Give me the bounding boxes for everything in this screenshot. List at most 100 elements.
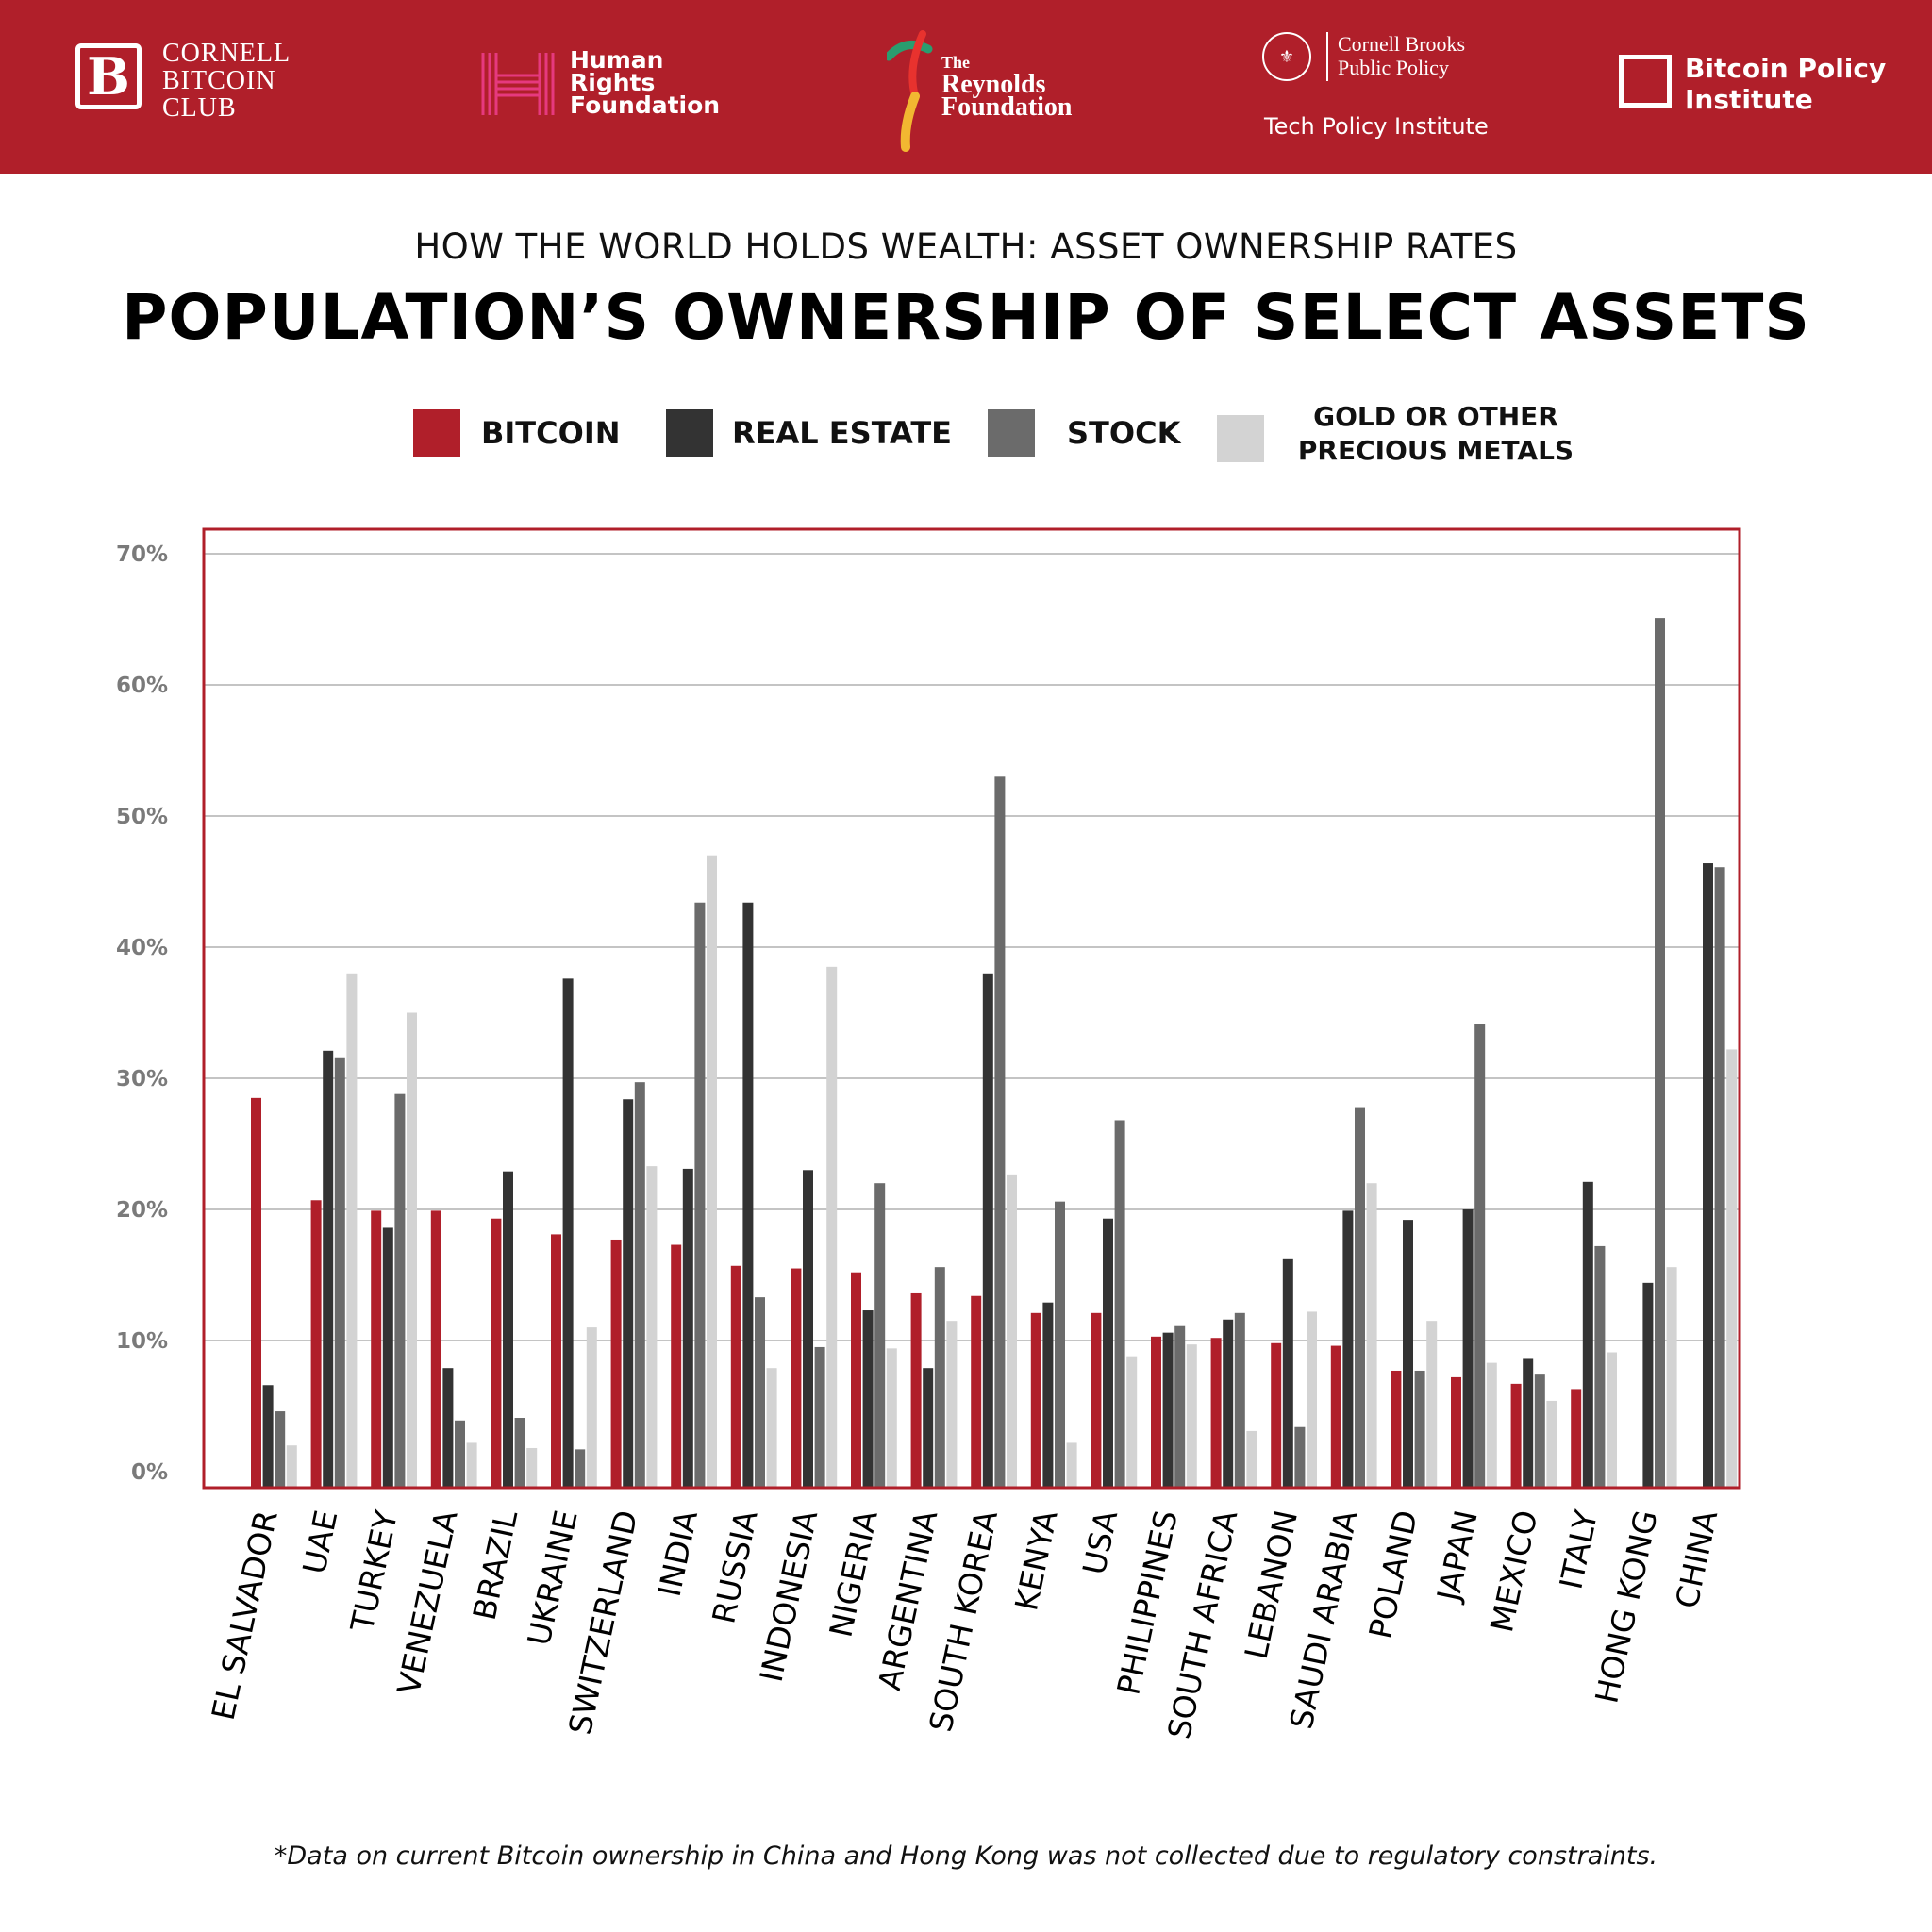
legend-swatch-real-estate	[666, 409, 713, 457]
bar	[394, 1093, 406, 1488]
bar	[1510, 1383, 1522, 1488]
bar	[1162, 1332, 1174, 1488]
bar	[1486, 1362, 1497, 1488]
bar	[323, 1050, 334, 1488]
bar	[730, 1265, 741, 1488]
bar	[1066, 1442, 1077, 1488]
x-tick-label: ITALY	[1552, 1507, 1605, 1592]
y-tick-label: 10%	[116, 1329, 168, 1354]
x-tick-label: UAE	[295, 1507, 344, 1577]
header-banner: B CORNELL BITCOIN CLUB Human Rights Foun…	[0, 0, 1932, 174]
bar	[1355, 1107, 1365, 1488]
bar	[503, 1171, 513, 1488]
x-tick-label: NIGERIA	[822, 1507, 885, 1641]
bar	[910, 1292, 922, 1488]
bar	[946, 1321, 958, 1488]
x-tick-label: BRAZIL	[466, 1507, 525, 1624]
footnote: *Data on current Bitcoin ownership in Ch…	[274, 1841, 1658, 1871]
bar	[1546, 1400, 1557, 1488]
reynolds-ribbon-icon	[887, 30, 933, 152]
bar	[275, 1411, 286, 1488]
x-tick-label: ARGENTINA	[871, 1507, 945, 1693]
x-tick-label: INDONESIA	[753, 1507, 825, 1685]
bar	[1642, 1282, 1654, 1488]
bar	[1330, 1345, 1341, 1488]
y-tick-label: 30%	[116, 1067, 168, 1091]
chart-subtitle: HOW THE WORLD HOLDS WEALTH: ASSET OWNERS…	[414, 226, 1518, 267]
bar	[610, 1239, 622, 1488]
bar	[742, 902, 754, 1488]
bar	[346, 973, 358, 1488]
bar	[1114, 1120, 1125, 1488]
bar	[1271, 1342, 1282, 1488]
bar	[1726, 1049, 1738, 1488]
human-rights-foundation-logo: Human Rights Foundation	[479, 46, 724, 125]
bar	[826, 966, 838, 1488]
bar	[814, 1346, 825, 1488]
logo-divider	[1326, 32, 1328, 81]
bar	[1426, 1321, 1438, 1488]
bar	[310, 1200, 322, 1488]
bar	[923, 1368, 934, 1488]
x-tick-label: EL SALVADOR	[205, 1507, 285, 1724]
bar	[1655, 618, 1665, 1488]
bar	[407, 1012, 417, 1488]
bar	[562, 978, 574, 1488]
bar	[455, 1420, 465, 1488]
bar	[634, 1082, 645, 1488]
human-rights-foundation-name: Human Rights Foundation	[570, 46, 721, 119]
bar	[1126, 1356, 1138, 1488]
bar	[1091, 1312, 1102, 1488]
bar	[623, 1099, 634, 1488]
legend-swatch-gold	[1217, 415, 1264, 462]
bar	[430, 1210, 441, 1488]
bar	[1246, 1430, 1257, 1488]
bar	[1607, 1352, 1617, 1488]
legend-swatch-stock	[988, 409, 1035, 457]
x-tick-label: LEBANON	[1238, 1507, 1305, 1662]
y-tick-label: 0%	[131, 1460, 168, 1485]
bar	[1523, 1358, 1534, 1488]
bar	[707, 855, 717, 1488]
bar	[971, 1295, 982, 1488]
bar	[682, 1168, 693, 1488]
bar	[862, 1310, 874, 1488]
bar	[442, 1368, 454, 1488]
bar	[791, 1268, 802, 1488]
x-tick-label: KENYA	[1008, 1507, 1065, 1614]
legend-label-bitcoin: BITCOIN	[481, 415, 621, 451]
bar	[671, 1244, 682, 1488]
bar	[1474, 1024, 1486, 1488]
x-tick-label: JAPAN	[1429, 1507, 1485, 1607]
bitcoin-b-icon: B	[75, 43, 142, 109]
x-tick-label: USA	[1075, 1507, 1124, 1577]
y-tick-label: 50%	[116, 805, 168, 829]
bar	[1007, 1174, 1017, 1488]
bar	[286, 1445, 297, 1488]
y-tick-label: 60%	[116, 674, 168, 698]
bar	[1223, 1319, 1234, 1488]
x-tick-label: MEXICO	[1483, 1507, 1544, 1636]
bar	[371, 1210, 382, 1488]
legend-swatch-bitcoin	[413, 409, 460, 457]
bar	[1342, 1210, 1354, 1488]
bar	[934, 1267, 945, 1488]
bpi-square-icon	[1619, 55, 1672, 108]
cornell-brooks-logo: ⚜ Cornell Brooks Public Policy Tech Poli…	[1262, 28, 1507, 151]
bar	[514, 1418, 525, 1488]
bar	[1403, 1220, 1413, 1488]
cornell-seal-icon: ⚜	[1262, 32, 1311, 81]
x-tick-label: VENEZUELA	[390, 1507, 464, 1697]
bar	[1703, 863, 1713, 1488]
bar	[1103, 1218, 1113, 1488]
reynolds-foundation-name: The Reynolds Foundation	[941, 53, 1073, 122]
reynolds-foundation-logo: The Reynolds Foundation	[887, 30, 1094, 153]
y-tick-label: 70%	[116, 542, 168, 567]
bar	[1594, 1245, 1606, 1488]
bar	[526, 1447, 538, 1488]
y-tick-label: 40%	[116, 936, 168, 960]
bar	[251, 1097, 261, 1488]
bar	[1666, 1267, 1677, 1488]
legend-label-stock: STOCK	[1067, 415, 1181, 451]
